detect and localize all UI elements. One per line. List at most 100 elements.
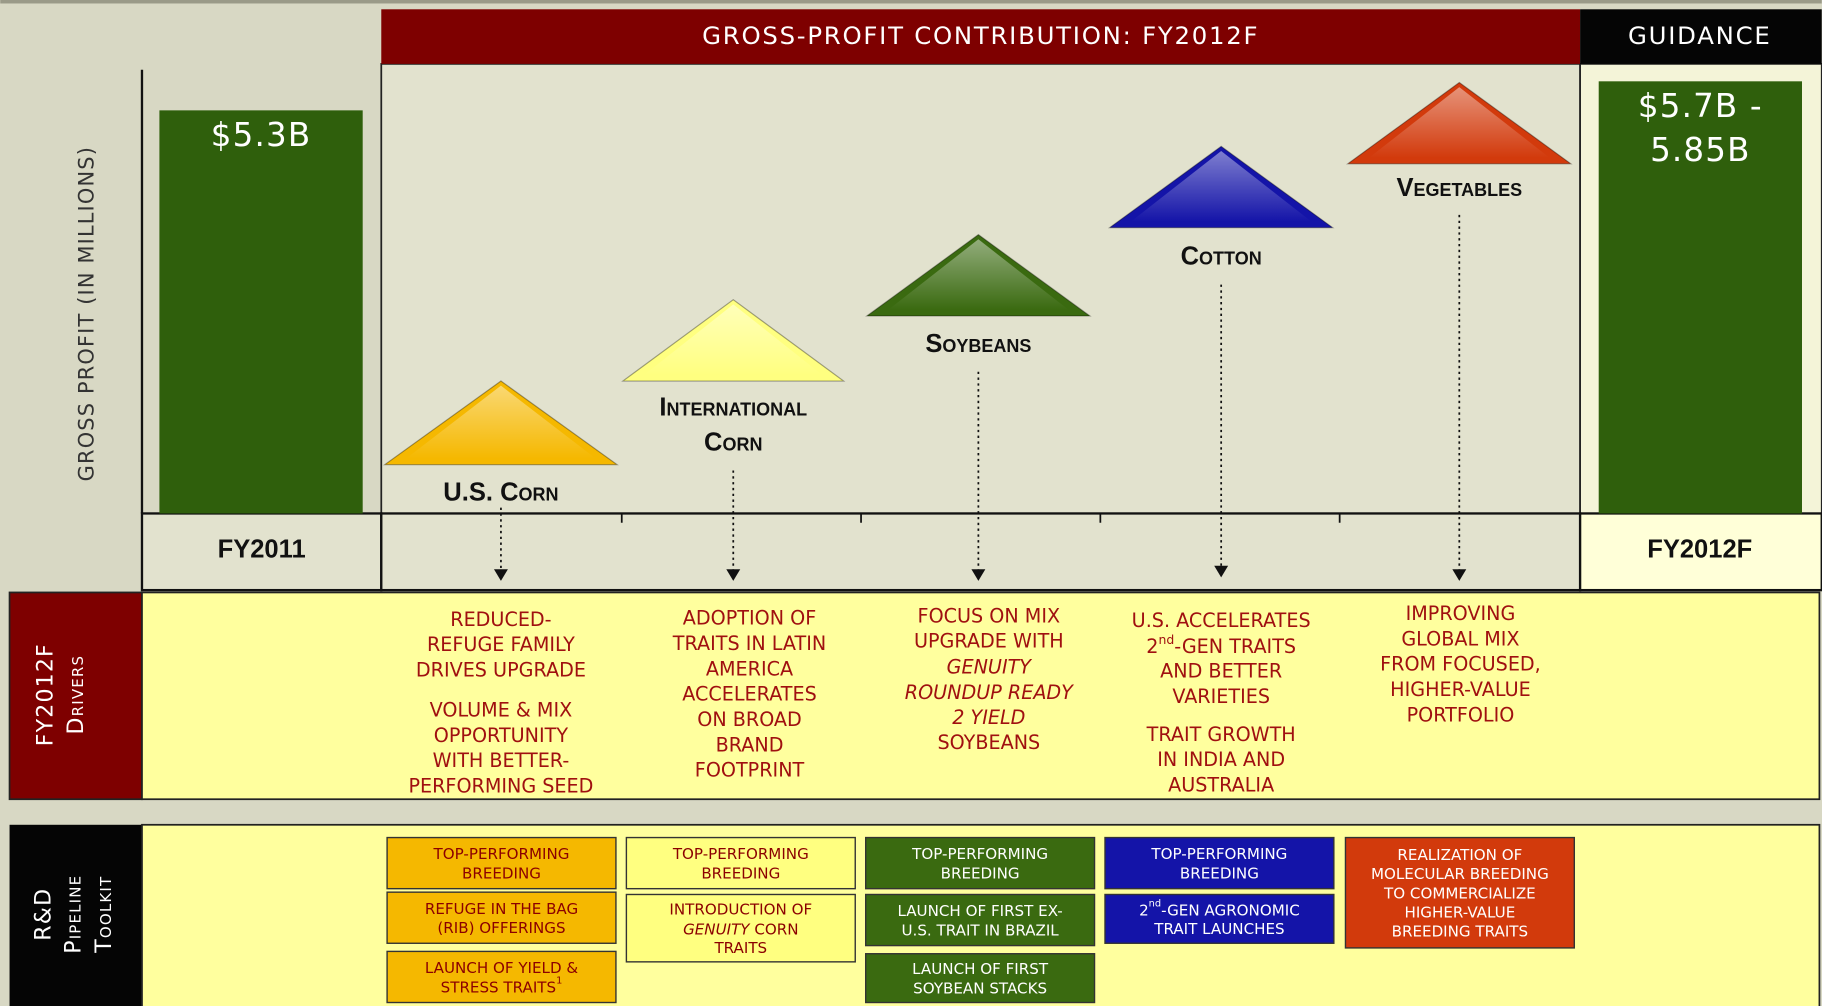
text-segment: -GEN TRAITS: [1174, 634, 1296, 657]
toolkit-text: U.S. TRAIT IN BRAZIL: [902, 921, 1060, 939]
text-segment: -GEN AGRONOMIC: [1161, 901, 1300, 919]
toolkit-text: BREEDING: [941, 864, 1020, 882]
driver-text: DRIVES UPGRADE: [416, 658, 586, 681]
toolkit-text: TOP-PERFORMING: [1150, 845, 1287, 863]
toolkit-box: [386, 891, 617, 944]
period-box: [1578, 512, 1822, 592]
driver-text: REFUGE FAMILY: [427, 633, 575, 656]
toolkit-text: BREEDING TRAITS: [1392, 923, 1528, 941]
bar: [1598, 81, 1802, 514]
crop-name: International: [659, 394, 807, 422]
text-segment: ROUNDUP READY: [905, 680, 1074, 703]
text-segment: 2 YIELD: [952, 706, 1025, 729]
text-segment: 2: [1146, 634, 1158, 657]
driver-text: ON BROAD: [697, 708, 802, 731]
guidance-title: GUIDANCE: [1628, 21, 1772, 50]
driver-text: SOYBEANS: [937, 731, 1040, 754]
driver-text: BRAND: [716, 733, 784, 756]
toolkit-text: TRAIT LAUNCHES: [1153, 920, 1284, 938]
driver-text: AUSTRALIA: [1168, 773, 1274, 796]
text-segment: nd: [1158, 631, 1174, 646]
bar: [159, 110, 363, 514]
toolkit-box: [864, 893, 1096, 947]
driver-text: OPPORTUNITY: [434, 724, 569, 747]
drivers-label: Drivers: [64, 655, 89, 735]
y-axis-label: GROSS PROFIT (IN MILLIONS): [74, 146, 98, 481]
toolkit-text: STRESS TRAITS1: [441, 976, 563, 996]
arrow-head: [1452, 569, 1467, 581]
driver-text: VOLUME & MIX: [430, 698, 573, 721]
text-segment: 1: [556, 976, 562, 987]
text-segment: 2: [1139, 901, 1149, 919]
guidance-header: [1580, 9, 1822, 64]
axis-row: [380, 512, 1582, 592]
toolkit-label: Pipeline: [62, 875, 87, 954]
toolkit-label: Toolkit: [92, 876, 117, 954]
text-segment: nd: [1149, 898, 1161, 909]
text-segment: GENUITY: [947, 655, 1033, 678]
bar-label: $5.7B -: [1638, 87, 1763, 125]
arrow-head: [1214, 565, 1229, 578]
driver-text: PORTFOLIO: [1407, 703, 1515, 726]
toolkit-text: LAUNCH OF YIELD &: [425, 959, 579, 977]
text-segment: CORN: [750, 920, 799, 938]
toolkit-text: 2nd-GEN AGRONOMIC: [1139, 898, 1300, 918]
toolkit-text: HIGHER-VALUE: [1405, 904, 1516, 922]
crop-name: Soybeans: [925, 330, 1031, 358]
toolkit-box: [1104, 836, 1335, 890]
driver-text: FROM FOCUSED,: [1380, 653, 1541, 676]
toolkit-box: [1344, 836, 1576, 949]
driver-text: IN INDIA AND: [1157, 748, 1285, 771]
period-box: [140, 512, 383, 592]
driver-text: PERFORMING SEED: [408, 774, 593, 797]
toolkit-box: [864, 953, 1096, 1004]
driver-text: UPGRADE WITH: [914, 630, 1064, 653]
driver-text: ADOPTION OF: [683, 607, 816, 630]
driver-text: FOOTPRINT: [695, 759, 805, 782]
triangle-highlight: [643, 304, 823, 376]
toolkit-text: INTRODUCTION OF: [669, 901, 812, 919]
triangle-highlight: [887, 239, 1069, 311]
toolkit-text: BREEDING: [1180, 864, 1259, 882]
toolkit-box: [864, 836, 1096, 890]
driver-text: AMERICA: [706, 657, 793, 680]
bar-label: $5.3B: [211, 116, 312, 154]
driver-text: 2nd-GEN TRAITS: [1146, 631, 1296, 657]
driver-text: ACCELERATES: [682, 683, 817, 706]
toolkit-label: R&D: [31, 888, 56, 941]
triangle-highlight: [1368, 87, 1550, 158]
toolkit-box: [386, 950, 617, 1004]
period-label: FY2011: [218, 535, 306, 563]
toolkit-text: TO COMMERCIALIZE: [1383, 884, 1536, 902]
toolkit-text: REFUGE IN THE BAG: [425, 900, 578, 918]
arrow-head: [726, 569, 741, 581]
arrow-head: [493, 569, 508, 581]
text-segment: GENUITY: [683, 920, 751, 938]
driver-text: ROUNDUP READY: [905, 680, 1074, 703]
driver-text: AND BETTER: [1160, 660, 1282, 683]
top-strip: [0, 0, 1822, 4]
header-bar: [381, 9, 1581, 64]
toolkit-text: TOP-PERFORMING: [433, 845, 570, 863]
triangle-highlight: [1130, 151, 1312, 222]
toolkit-text: LAUNCH OF FIRST EX-: [897, 902, 1062, 920]
toolkit-text: BREEDING: [701, 864, 780, 882]
driver-text: 2 YIELD: [952, 706, 1025, 729]
crop-name: Cotton: [1181, 243, 1262, 271]
drivers-label-box: [8, 591, 143, 801]
driver-text: REDUCED-: [450, 608, 551, 631]
crop-name: U.S. Corn: [443, 478, 558, 506]
driver-text: TRAIT GROWTH: [1146, 723, 1296, 746]
triangle-highlight: [405, 385, 597, 459]
driver-text: U.S. ACCELERATES: [1132, 609, 1311, 632]
period-label: FY2012F: [1647, 535, 1752, 563]
driver-text: HIGHER-VALUE: [1390, 678, 1531, 701]
driver-text: IMPROVING: [1406, 602, 1516, 625]
toolkit-box: [386, 836, 617, 890]
drivers-panel: [141, 591, 1821, 801]
driver-text: WITH BETTER-: [433, 749, 570, 772]
toolkit-text: BREEDING: [462, 864, 541, 882]
toolkit-box: [1104, 893, 1335, 944]
